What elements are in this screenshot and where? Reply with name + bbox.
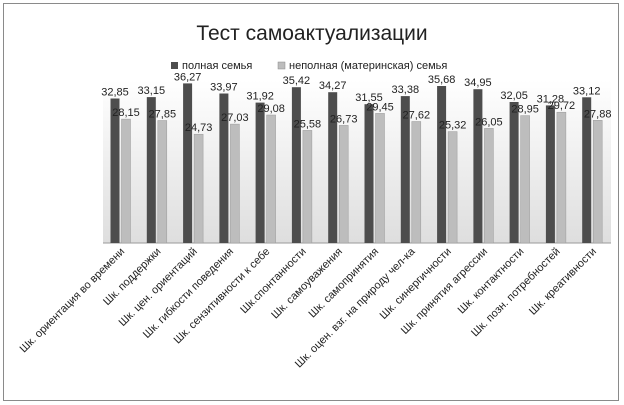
data-label-series-2-8: 29,45: [366, 101, 394, 113]
bar-series-1-1: [110, 98, 120, 243]
data-label-series-2-9: 27,62: [403, 110, 431, 122]
data-label-series-2-10: 25,32: [439, 120, 467, 132]
bar-series-1-2: [146, 97, 156, 243]
x-tick-label-6: Шк.спонтанности: [238, 246, 308, 316]
data-label-series-2-14: 27,88: [584, 108, 612, 120]
bar-series-2-2: [157, 120, 168, 244]
legend: полная семья неполная (материнская) семь…: [171, 60, 447, 72]
bar-series-2-12: [520, 115, 530, 244]
bar-series-1-11: [473, 89, 483, 243]
data-label-series-1-1: 32,85: [101, 87, 129, 99]
data-label-series-1-2: 33,15: [138, 85, 166, 97]
bar-series-1-14: [582, 97, 592, 243]
data-label-series-1-14: 33,12: [573, 85, 601, 97]
x-tick-label-14: Шк. креативности: [527, 246, 599, 318]
data-label-series-2-5: 29,08: [257, 103, 285, 115]
data-label-series-1-9: 33,38: [392, 84, 420, 96]
data-label-series-1-5: 31,92: [246, 91, 274, 103]
legend-swatch-series-2: [277, 61, 286, 70]
data-label-series-1-12: 32,05: [500, 90, 528, 102]
bar-series-1-12: [509, 102, 519, 243]
legend-label-series-2: неполная (материнская) семья: [289, 60, 447, 72]
data-label-series-1-8: 31,55: [355, 92, 383, 104]
data-label-series-1-7: 34,27: [319, 80, 347, 92]
chart-title: Тест самоактуализации: [196, 22, 427, 45]
bar-series-2-6: [302, 130, 313, 244]
bar-series-1-3: [183, 83, 193, 244]
data-label-series-2-3: 24,73: [185, 122, 213, 134]
data-label-series-2-2: 27,85: [149, 109, 177, 121]
chart-marks: 32,85 28,15 33,15 27,85 36,27 24,73 33,97 27,03…: [101, 71, 612, 244]
bar-series-1-9: [400, 96, 410, 243]
bar-series-2-7: [338, 125, 349, 244]
data-label-series-2-7: 26,73: [330, 113, 358, 125]
data-label-series-1-10: 35,68: [428, 74, 456, 86]
bar-series-1-13: [545, 105, 555, 244]
data-label-series-2-12: 28,95: [511, 104, 539, 116]
bar-series-2-5: [266, 114, 276, 244]
data-label-series-1-6: 35,42: [283, 75, 311, 87]
bar-series-1-4: [219, 93, 229, 243]
data-label-series-2-1: 28,15: [112, 107, 140, 119]
bar-series-1-8: [364, 104, 374, 243]
data-label-series-2-4: 27,03: [221, 112, 249, 124]
data-label-series-1-3: 36,27: [174, 71, 202, 83]
data-label-series-1-11: 34,95: [464, 77, 492, 89]
bar-series-2-1: [121, 118, 131, 244]
data-label-series-1-4: 33,97: [210, 82, 238, 94]
x-tick-label-12: Шк. контактности: [456, 246, 527, 317]
bar-series-2-10: [447, 131, 458, 244]
bar-series-1-5: [255, 102, 265, 243]
bar-series-1-6: [291, 87, 301, 243]
data-label-series-1-13: 31,28: [537, 93, 565, 105]
bar-series-2-11: [484, 128, 494, 244]
bar-series-2-3: [193, 133, 204, 244]
bar-series-1-10: [437, 86, 447, 243]
bar-series-2-13: [556, 111, 567, 244]
legend-swatch-series-1: [171, 62, 178, 69]
bar-series-2-8: [375, 113, 385, 244]
data-label-series-2-11: 26,05: [475, 116, 503, 128]
bar-series-1-7: [328, 92, 338, 243]
bar-series-2-14: [592, 120, 603, 244]
data-label-series-2-13: 29,72: [548, 100, 576, 112]
data-label-series-2-6: 25,58: [294, 118, 322, 130]
bar-series-2-4: [230, 123, 240, 244]
legend-label-series-1: полная семья: [182, 60, 252, 72]
x-tick-label-8: Шк. самопринятия: [306, 246, 381, 321]
bar-series-2-9: [411, 121, 422, 244]
